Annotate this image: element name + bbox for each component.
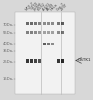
Bar xyxy=(57,31,60,34)
Bar xyxy=(57,59,60,63)
Bar xyxy=(38,22,41,26)
Text: A549: A549 xyxy=(46,2,55,12)
Text: GSTK1: GSTK1 xyxy=(77,58,91,62)
Bar xyxy=(47,43,50,46)
Text: 293T: 293T xyxy=(60,2,69,12)
Bar xyxy=(43,22,46,26)
Bar xyxy=(26,31,29,34)
Bar xyxy=(47,31,50,34)
Bar xyxy=(43,43,46,46)
Text: K-562: K-562 xyxy=(36,2,46,12)
Text: 40Da-: 40Da- xyxy=(2,42,14,46)
Bar xyxy=(57,22,60,26)
Bar xyxy=(61,59,64,63)
Text: 55Da-: 55Da- xyxy=(2,31,14,35)
Bar xyxy=(51,31,54,34)
Text: T-47D: T-47D xyxy=(29,1,39,12)
Text: 70Da-: 70Da- xyxy=(2,23,14,27)
Bar xyxy=(47,22,50,26)
Text: A-431: A-431 xyxy=(42,1,52,12)
Bar xyxy=(26,59,29,63)
Bar xyxy=(38,31,41,34)
Text: 15Da-: 15Da- xyxy=(2,77,14,81)
Bar xyxy=(61,31,64,34)
Text: Cos-7: Cos-7 xyxy=(56,2,66,12)
Text: MCF-7: MCF-7 xyxy=(25,1,35,12)
Bar xyxy=(30,59,33,63)
Text: 35Da-: 35Da- xyxy=(2,49,14,53)
Text: 25Da-: 25Da- xyxy=(2,60,14,64)
Bar xyxy=(61,22,64,26)
Bar xyxy=(30,31,33,34)
Text: HeLa: HeLa xyxy=(50,2,59,12)
Bar xyxy=(15,12,75,94)
Bar xyxy=(38,59,41,63)
Bar xyxy=(26,22,29,26)
Text: Jurkat: Jurkat xyxy=(32,1,43,12)
Bar xyxy=(34,59,37,63)
Bar xyxy=(43,31,46,34)
Bar xyxy=(34,31,37,34)
Bar xyxy=(34,22,37,26)
Bar xyxy=(51,22,54,26)
Bar xyxy=(51,43,54,46)
Bar xyxy=(30,22,33,26)
